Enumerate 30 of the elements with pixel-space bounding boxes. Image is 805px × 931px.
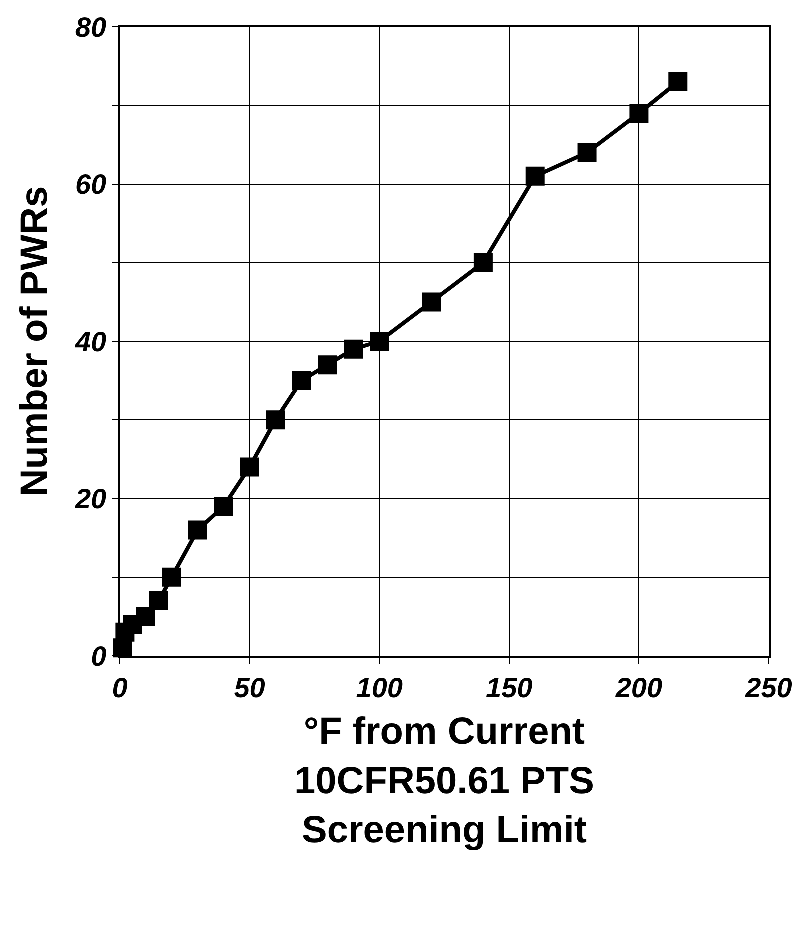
- point: [668, 72, 688, 92]
- point: [422, 292, 442, 312]
- point: [578, 143, 597, 162]
- point: [240, 458, 260, 477]
- point: [266, 410, 286, 430]
- y-tick-label: 60: [75, 169, 108, 200]
- point: [292, 371, 312, 390]
- x-tick-label: 100: [356, 672, 404, 704]
- x-axis-title: °F from Current 10CFR50.61 PTS Screening Limit: [294, 710, 594, 852]
- point: [136, 607, 156, 626]
- point: [214, 497, 234, 516]
- x-tick-label: 0: [112, 672, 128, 704]
- point: [370, 332, 390, 351]
- y-axis-title: Number of PWRs: [14, 186, 56, 497]
- point: [318, 356, 338, 375]
- x-tick-label: 200: [614, 672, 663, 704]
- point: [162, 568, 182, 587]
- point: [630, 104, 649, 123]
- point: [474, 253, 493, 272]
- point: [188, 520, 208, 540]
- y-tick-label: 20: [74, 484, 108, 515]
- point: [526, 166, 545, 186]
- x-tick-label: 150: [486, 672, 534, 704]
- point: [344, 340, 364, 359]
- x-tick-label: 50: [234, 672, 266, 704]
- y-tick-label: 0: [91, 640, 108, 672]
- y-tick-label: 80: [75, 12, 108, 43]
- x-tick-label: 250: [744, 672, 793, 704]
- y-tick-label: 40: [74, 326, 108, 358]
- point: [149, 591, 168, 610]
